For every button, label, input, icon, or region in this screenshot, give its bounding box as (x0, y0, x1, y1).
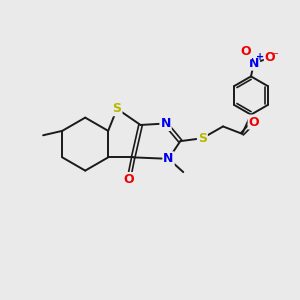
Text: O: O (240, 45, 251, 58)
Text: +: + (256, 52, 265, 62)
Text: S: S (112, 102, 122, 115)
Text: O: O (265, 51, 275, 64)
Text: N: N (160, 117, 171, 130)
Text: N: N (163, 152, 174, 165)
Text: ⁻: ⁻ (272, 51, 278, 62)
Text: O: O (124, 173, 134, 186)
Text: O: O (249, 116, 259, 128)
Text: S: S (198, 132, 207, 145)
Text: N: N (249, 57, 259, 70)
